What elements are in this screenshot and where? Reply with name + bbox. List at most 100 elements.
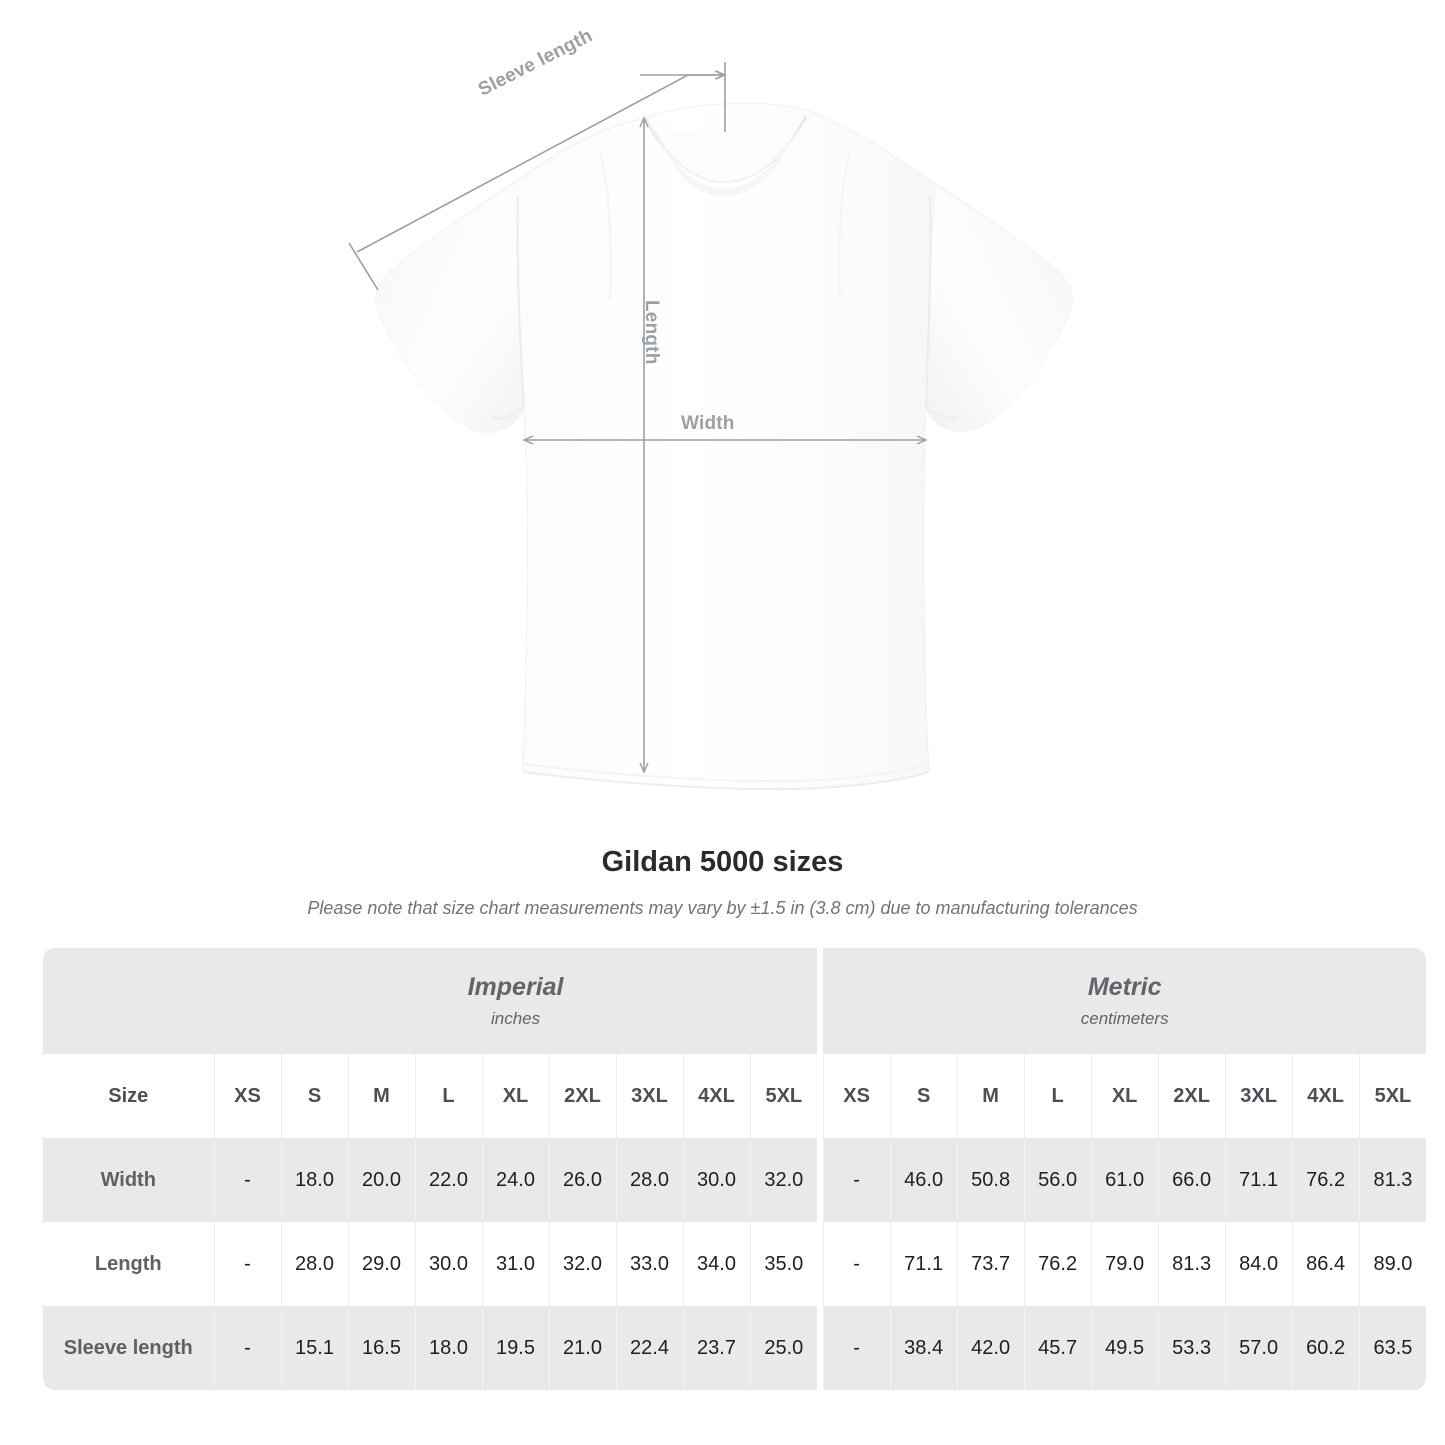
cell-sleeve-metric-xs: - bbox=[822, 1306, 891, 1390]
page-title: Gildan 5000 sizes bbox=[601, 846, 844, 878]
cell-width-imperial-l: 22.0 bbox=[414, 1138, 482, 1222]
cell-length-metric-xl: 79.0 bbox=[1090, 1222, 1159, 1306]
table-size-header-row: Size XS S M L XL 2XL 3XL 4XL 5XL XS S M … bbox=[43, 1054, 1427, 1138]
cell-width-metric-3xl: 71.1 bbox=[1224, 1138, 1293, 1222]
cell-sleeve-imperial-s: 15.1 bbox=[280, 1306, 348, 1390]
cell-width-imperial-2xl: 26.0 bbox=[548, 1138, 616, 1222]
cell-length-metric-s: 71.1 bbox=[889, 1222, 958, 1306]
cell-width-imperial-xl: 24.0 bbox=[481, 1138, 549, 1222]
cell-length-imperial-xs: - bbox=[213, 1222, 281, 1306]
cell-width-metric-m: 50.8 bbox=[956, 1138, 1025, 1222]
cell-sleeve-imperial-m: 16.5 bbox=[347, 1306, 415, 1390]
tolerance-note: Please note that size chart measurements… bbox=[307, 897, 1138, 918]
size-header-imperial-4xl: 4XL bbox=[682, 1054, 750, 1138]
cell-width-metric-5xl: 81.3 bbox=[1358, 1138, 1427, 1222]
table-row: Sleeve length - 15.1 16.5 18.0 19.5 21.0… bbox=[43, 1306, 1427, 1390]
cell-width-imperial-m: 20.0 bbox=[347, 1138, 415, 1222]
cell-sleeve-metric-xl: 49.5 bbox=[1090, 1306, 1159, 1390]
size-chart-table: Imperial inches Metric centimeters Size … bbox=[43, 948, 1427, 1390]
cell-length-imperial-s: 28.0 bbox=[280, 1222, 348, 1306]
cell-width-imperial-3xl: 28.0 bbox=[615, 1138, 683, 1222]
size-header-imperial-m: M bbox=[347, 1054, 415, 1138]
tshirt-measurement-diagram: Sleeve length Length Width bbox=[348, 25, 1073, 791]
size-header-metric-2xl: 2XL bbox=[1157, 1054, 1226, 1138]
cell-width-imperial-s: 18.0 bbox=[280, 1138, 348, 1222]
cell-width-imperial-4xl: 30.0 bbox=[682, 1138, 750, 1222]
width-label: Width bbox=[681, 413, 735, 434]
chart-title-block: Gildan 5000 sizes Please note that size … bbox=[0, 845, 1445, 919]
unit-name-imperial: Imperial bbox=[467, 973, 564, 1002]
cell-width-metric-2xl: 66.0 bbox=[1157, 1138, 1226, 1222]
size-header-metric-m: M bbox=[956, 1054, 1025, 1138]
cell-length-metric-l: 76.2 bbox=[1023, 1222, 1092, 1306]
cell-sleeve-imperial-3xl: 22.4 bbox=[615, 1306, 683, 1390]
cell-length-imperial-xl: 31.0 bbox=[481, 1222, 549, 1306]
row-label-length: Length bbox=[43, 1222, 214, 1306]
size-header-metric-l: L bbox=[1023, 1054, 1092, 1138]
size-chart-table-wrapper: Imperial inches Metric centimeters Size … bbox=[43, 948, 1427, 1390]
unit-cell-metric: Metric centimeters bbox=[823, 948, 1427, 1054]
size-header-imperial-2xl: 2XL bbox=[548, 1054, 616, 1138]
cell-width-metric-l: 56.0 bbox=[1023, 1138, 1092, 1222]
row-gap-sleeve bbox=[817, 1306, 824, 1390]
cell-length-metric-m: 73.7 bbox=[956, 1222, 1025, 1306]
size-header-metric-xs: XS bbox=[822, 1054, 891, 1138]
cell-sleeve-imperial-4xl: 23.7 bbox=[682, 1306, 750, 1390]
cell-sleeve-metric-5xl: 63.5 bbox=[1358, 1306, 1427, 1390]
cell-length-metric-4xl: 86.4 bbox=[1291, 1222, 1360, 1306]
size-header-metric-4xl: 4XL bbox=[1291, 1054, 1360, 1138]
size-header-imperial-s: S bbox=[280, 1054, 348, 1138]
size-header-metric-5xl: 5XL bbox=[1358, 1054, 1427, 1138]
row-label-sleeve-length: Sleeve length bbox=[43, 1306, 214, 1390]
cell-sleeve-metric-l: 45.7 bbox=[1023, 1306, 1092, 1390]
cell-length-metric-5xl: 89.0 bbox=[1358, 1222, 1427, 1306]
cell-sleeve-imperial-2xl: 21.0 bbox=[548, 1306, 616, 1390]
row-gap-width bbox=[817, 1138, 824, 1222]
cell-width-imperial-5xl: 32.0 bbox=[749, 1138, 818, 1222]
size-header-metric-3xl: 3XL bbox=[1224, 1054, 1293, 1138]
row-gap-length bbox=[817, 1222, 824, 1306]
tshirt-icon bbox=[375, 102, 1073, 791]
unit-name-metric: Metric bbox=[1087, 973, 1162, 1002]
unit-sub-imperial: inches bbox=[490, 1009, 541, 1029]
cell-sleeve-metric-2xl: 53.3 bbox=[1157, 1306, 1226, 1390]
cell-sleeve-imperial-l: 18.0 bbox=[414, 1306, 482, 1390]
cell-width-imperial-xs: - bbox=[213, 1138, 281, 1222]
cell-length-metric-xs: - bbox=[822, 1222, 891, 1306]
size-header-imperial-l: L bbox=[414, 1054, 482, 1138]
size-header-imperial-3xl: 3XL bbox=[615, 1054, 683, 1138]
cell-width-metric-xl: 61.0 bbox=[1090, 1138, 1159, 1222]
size-header-gap bbox=[817, 1054, 824, 1138]
cell-length-imperial-5xl: 35.0 bbox=[749, 1222, 818, 1306]
size-header-imperial-xl: XL bbox=[481, 1054, 549, 1138]
sleeve-length-dimension-arrow-icon bbox=[348, 62, 727, 291]
cell-width-metric-xs: - bbox=[822, 1138, 891, 1222]
cell-length-metric-2xl: 81.3 bbox=[1157, 1222, 1226, 1306]
cell-length-imperial-m: 29.0 bbox=[347, 1222, 415, 1306]
cell-sleeve-metric-s: 38.4 bbox=[889, 1306, 958, 1390]
size-header-label: Size bbox=[43, 1054, 214, 1138]
table-unit-row: Imperial inches Metric centimeters bbox=[43, 948, 1427, 1054]
cell-length-metric-3xl: 84.0 bbox=[1224, 1222, 1293, 1306]
cell-length-imperial-2xl: 32.0 bbox=[548, 1222, 616, 1306]
cell-width-metric-s: 46.0 bbox=[889, 1138, 958, 1222]
cell-length-imperial-4xl: 34.0 bbox=[682, 1222, 750, 1306]
table-row: Length - 28.0 29.0 30.0 31.0 32.0 33.0 3… bbox=[43, 1222, 1427, 1306]
cell-length-imperial-3xl: 33.0 bbox=[615, 1222, 683, 1306]
size-header-imperial-5xl: 5XL bbox=[749, 1054, 818, 1138]
cell-width-metric-4xl: 76.2 bbox=[1291, 1138, 1360, 1222]
unit-row-blank bbox=[43, 948, 214, 1054]
size-header-imperial-xs: XS bbox=[213, 1054, 281, 1138]
unit-sub-metric: centimeters bbox=[1080, 1009, 1169, 1029]
cell-sleeve-metric-4xl: 60.2 bbox=[1291, 1306, 1360, 1390]
row-label-width: Width bbox=[43, 1138, 214, 1222]
cell-sleeve-imperial-xl: 19.5 bbox=[481, 1306, 549, 1390]
length-label: Length bbox=[641, 300, 662, 365]
unit-row-gap bbox=[817, 948, 824, 1054]
tshirt-diagram-svg bbox=[348, 62, 1073, 791]
unit-cell-imperial: Imperial inches bbox=[214, 948, 818, 1054]
cell-sleeve-metric-3xl: 57.0 bbox=[1224, 1306, 1293, 1390]
cell-sleeve-imperial-5xl: 25.0 bbox=[749, 1306, 818, 1390]
size-header-metric-s: S bbox=[889, 1054, 958, 1138]
size-header-metric-xl: XL bbox=[1090, 1054, 1159, 1138]
